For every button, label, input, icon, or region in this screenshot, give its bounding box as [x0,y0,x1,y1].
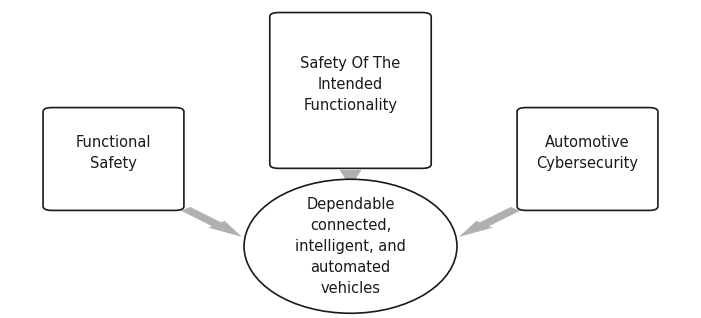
FancyArrow shape [181,207,242,237]
Text: Functional
Safety: Functional Safety [76,135,151,171]
FancyArrow shape [339,170,362,187]
FancyBboxPatch shape [270,12,431,168]
Text: Automotive
Cybersecurity: Automotive Cybersecurity [536,135,639,171]
FancyBboxPatch shape [517,107,658,211]
FancyBboxPatch shape [43,107,184,211]
Ellipse shape [244,179,457,313]
FancyArrow shape [459,207,520,237]
Text: Safety Of The
Intended
Functionality: Safety Of The Intended Functionality [300,56,401,113]
Text: Dependable
connected,
intelligent, and
automated
vehicles: Dependable connected, intelligent, and a… [295,197,406,296]
